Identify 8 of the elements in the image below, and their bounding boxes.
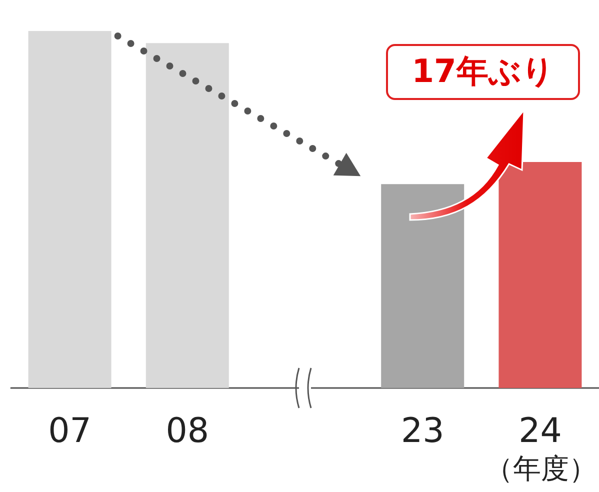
bar [498, 162, 582, 388]
bar [28, 31, 112, 388]
annotation: 17年ぶり [386, 44, 580, 100]
x-tick-label: 07 [48, 411, 92, 451]
x-tick-label: 08 [166, 411, 210, 451]
x-tick-label: 24 [518, 411, 562, 451]
x-axis-title: （年度） [485, 451, 597, 487]
x-tick-label: 23 [400, 411, 444, 451]
